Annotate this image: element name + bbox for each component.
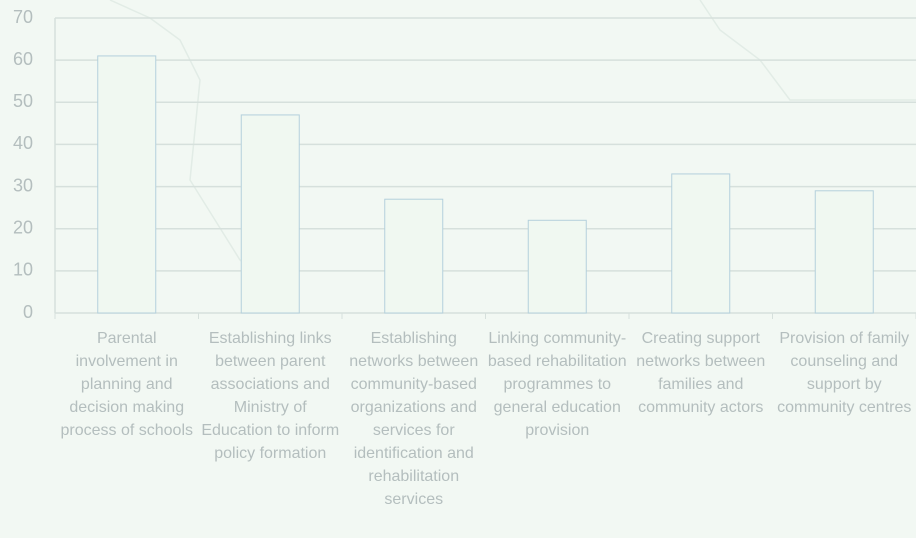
x-tick-label-box: Parental involvement in planning and dec… [60, 330, 193, 439]
y-tick-label: 70 [13, 7, 33, 27]
y-tick-label: 10 [13, 260, 33, 280]
y-tick-label: 40 [13, 133, 33, 153]
y-tick-label: 20 [13, 217, 33, 237]
x-tick-label: Provision of family counseling and suppo… [777, 330, 912, 416]
bar [671, 173, 731, 314]
bar [240, 114, 300, 314]
x-tick-label-box: Provision of family counseling and suppo… [777, 330, 912, 416]
x-tick-label-box: Creating support networks between famili… [636, 330, 766, 416]
bar [814, 190, 874, 314]
x-tick-label: Linking community-based rehabilitation p… [487, 330, 627, 439]
map-outline [699, 0, 916, 101]
bar [97, 55, 157, 314]
bar [384, 198, 444, 314]
bar [527, 219, 587, 314]
x-tick-label-box: Linking community-based rehabilitation p… [487, 330, 627, 439]
y-tick-label: 30 [13, 175, 33, 195]
y-tick-label: 0 [23, 302, 33, 322]
x-tick-label: Establishing links between parent associ… [201, 330, 340, 462]
y-tick-label: 60 [13, 49, 33, 69]
x-tick-label: Establishing networks between community-… [349, 330, 479, 508]
x-tick-label-box: Establishing networks between community-… [349, 330, 479, 508]
x-tick-label: Creating support networks between famili… [636, 330, 766, 416]
x-tick-label-box: Establishing links between parent associ… [201, 330, 340, 462]
y-tick-label: 50 [13, 91, 33, 111]
x-tick-label: Parental involvement in planning and dec… [60, 330, 193, 439]
